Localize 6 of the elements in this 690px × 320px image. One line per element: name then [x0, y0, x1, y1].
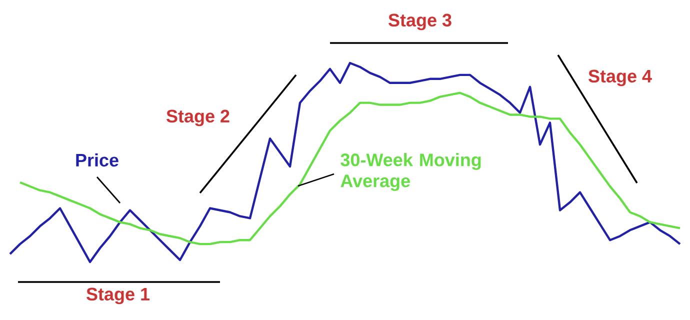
- annotation: Stage 4: [588, 70, 652, 86]
- text: Stage 1: [86, 288, 150, 304]
- text: Stage 3: [388, 14, 452, 30]
- annotation: Stage 2: [166, 110, 230, 126]
- series-label: 30-Week Moving Average: [340, 153, 481, 191]
- text: Price: [76, 153, 118, 167]
